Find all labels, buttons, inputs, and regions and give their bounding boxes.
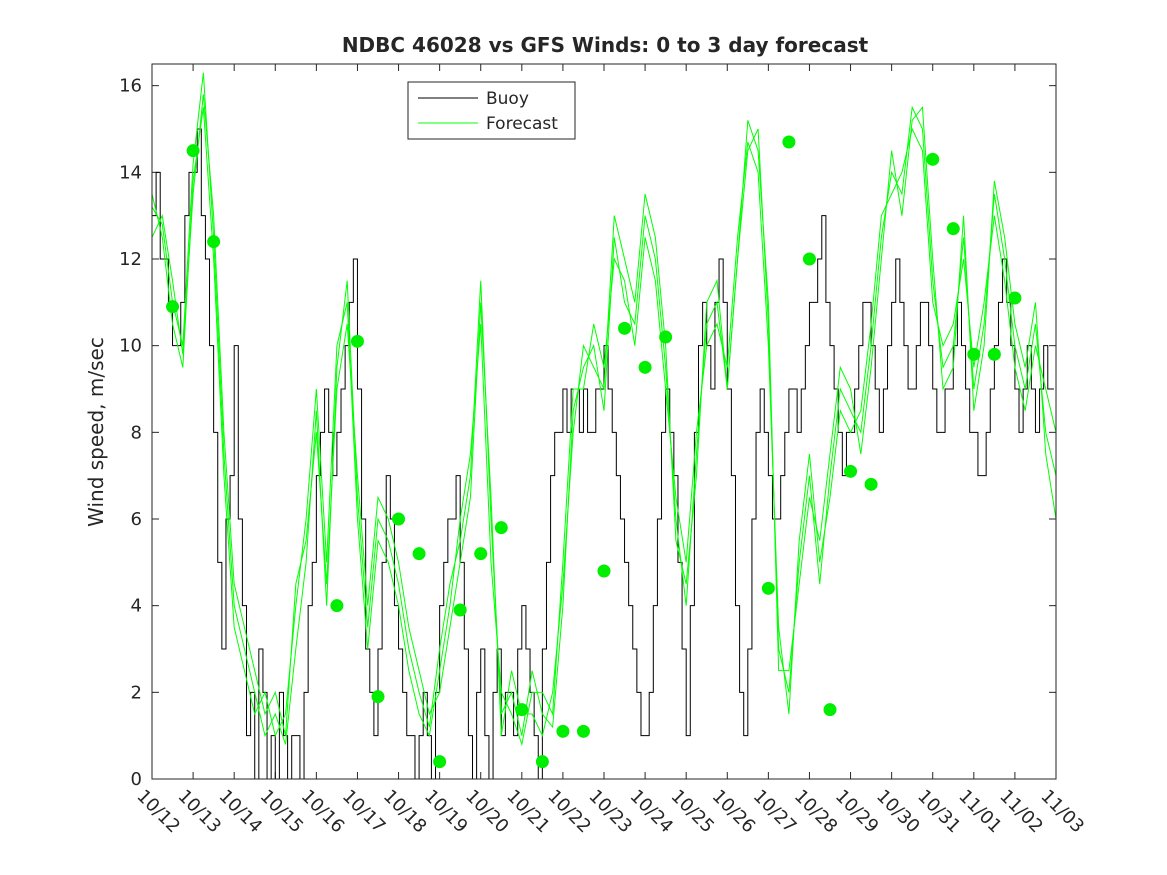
y-tick-label: 0 [131, 769, 142, 790]
y-tick-label: 4 [131, 596, 142, 617]
chart-title: NDBC 46028 vs GFS Winds: 0 to 3 day fore… [342, 33, 869, 57]
forecast-marker [761, 581, 775, 595]
forecast-marker [474, 547, 488, 561]
forecast-marker [1008, 291, 1022, 305]
forecast-marker [618, 321, 632, 335]
forecast-marker [659, 330, 673, 344]
forecast-marker [864, 477, 878, 491]
forecast-marker [802, 252, 816, 266]
forecast-marker [844, 464, 858, 478]
forecast-marker [535, 755, 549, 769]
forecast-marker [186, 144, 200, 158]
forecast-series-line [151, 72, 1057, 745]
forecast-marker [350, 334, 364, 348]
forecast-marker [433, 755, 447, 769]
y-tick-label: 2 [131, 682, 142, 703]
y-axis-label: Wind speed, m/sec [84, 337, 108, 527]
y-tick-label: 6 [131, 509, 142, 530]
y-tick-label: 8 [131, 422, 142, 443]
forecast-marker [597, 564, 611, 578]
forecast-marker [166, 300, 180, 314]
forecast-marker [782, 135, 796, 149]
buoy-series-line [152, 128, 1054, 780]
forecast-marker [494, 521, 508, 535]
legend-forecast-label: Forecast [486, 114, 558, 134]
legend-box [407, 81, 576, 140]
forecast-marker [556, 724, 570, 738]
forecast-marker [823, 703, 837, 717]
forecast-marker [946, 222, 960, 236]
forecast-marker [392, 512, 406, 526]
plot-frame [151, 63, 1057, 780]
axes-layer [151, 63, 1057, 780]
forecast-marker [412, 547, 426, 561]
y-tick-label: 10 [119, 336, 142, 357]
y-tick-label: 14 [119, 162, 142, 183]
forecast-marker [926, 152, 940, 166]
forecast-marker [453, 603, 467, 617]
forecast-marker [515, 703, 529, 717]
marker-layer [166, 135, 1022, 769]
legend: Buoy Forecast [407, 81, 576, 140]
y-tick-label: 16 [119, 76, 142, 97]
forecast-series-line [151, 107, 1057, 747]
forecast-series-line [151, 94, 1057, 738]
forecast-marker [330, 599, 344, 613]
legend-buoy-label: Buoy [486, 89, 529, 109]
series-layer [151, 72, 1057, 780]
forecast-marker [967, 347, 981, 361]
forecast-marker [371, 690, 385, 704]
y-tick-label: 12 [119, 249, 142, 270]
forecast-marker [987, 347, 1001, 361]
forecast-marker [576, 724, 590, 738]
forecast-marker [207, 235, 221, 249]
forecast-marker [638, 360, 652, 374]
